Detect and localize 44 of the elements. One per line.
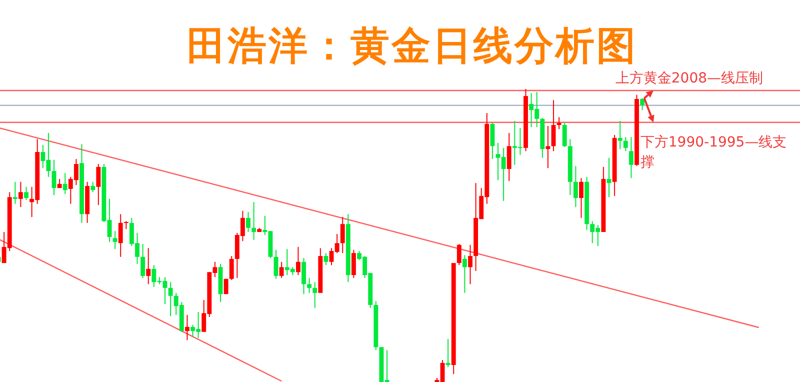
candlestick — [18, 181, 23, 208]
candlestick — [446, 338, 450, 368]
candlestick — [546, 125, 550, 169]
candlestick — [640, 98, 645, 111]
candlestick — [556, 116, 562, 130]
candlestick — [468, 244, 472, 285]
candlestick — [462, 254, 467, 294]
candlestick — [340, 216, 345, 254]
candlestick — [24, 186, 28, 201]
candlestick — [112, 230, 118, 250]
candlestick — [168, 282, 173, 317]
candlestick — [506, 132, 512, 182]
candlestick — [52, 159, 56, 196]
candlestick — [140, 243, 146, 278]
candlestick — [302, 258, 306, 295]
candlestick — [96, 164, 101, 206]
candlestick — [579, 178, 584, 218]
candlestick — [229, 256, 234, 281]
candlestick — [551, 100, 556, 152]
candlestick — [146, 248, 151, 285]
candlestick — [456, 243, 462, 266]
candlestick — [623, 136, 628, 152]
candlestick — [312, 282, 318, 308]
annotation: 下方1990-1995—线支撑 — [640, 134, 787, 170]
candlestick — [307, 277, 312, 294]
candlestick — [118, 214, 123, 258]
candlestick — [12, 181, 18, 204]
candlestick — [184, 314, 190, 341]
candlestick — [62, 172, 68, 194]
candlestick — [90, 181, 96, 193]
candlestick — [573, 166, 578, 208]
candlestick — [490, 122, 495, 160]
candlestick — [628, 136, 634, 179]
candlestick — [562, 122, 567, 148]
candlestick — [324, 252, 328, 266]
candlestick — [296, 246, 300, 276]
annotation: 上方黄金2008—线压制 — [615, 70, 764, 86]
candlestick — [274, 249, 278, 280]
candlestick — [252, 202, 256, 240]
candlestick — [618, 120, 622, 150]
candlestick — [279, 261, 284, 278]
chart-title: 田浩洋：黄金日线分析图 — [186, 24, 638, 69]
candlestick — [246, 212, 250, 232]
candlestick — [351, 249, 356, 278]
